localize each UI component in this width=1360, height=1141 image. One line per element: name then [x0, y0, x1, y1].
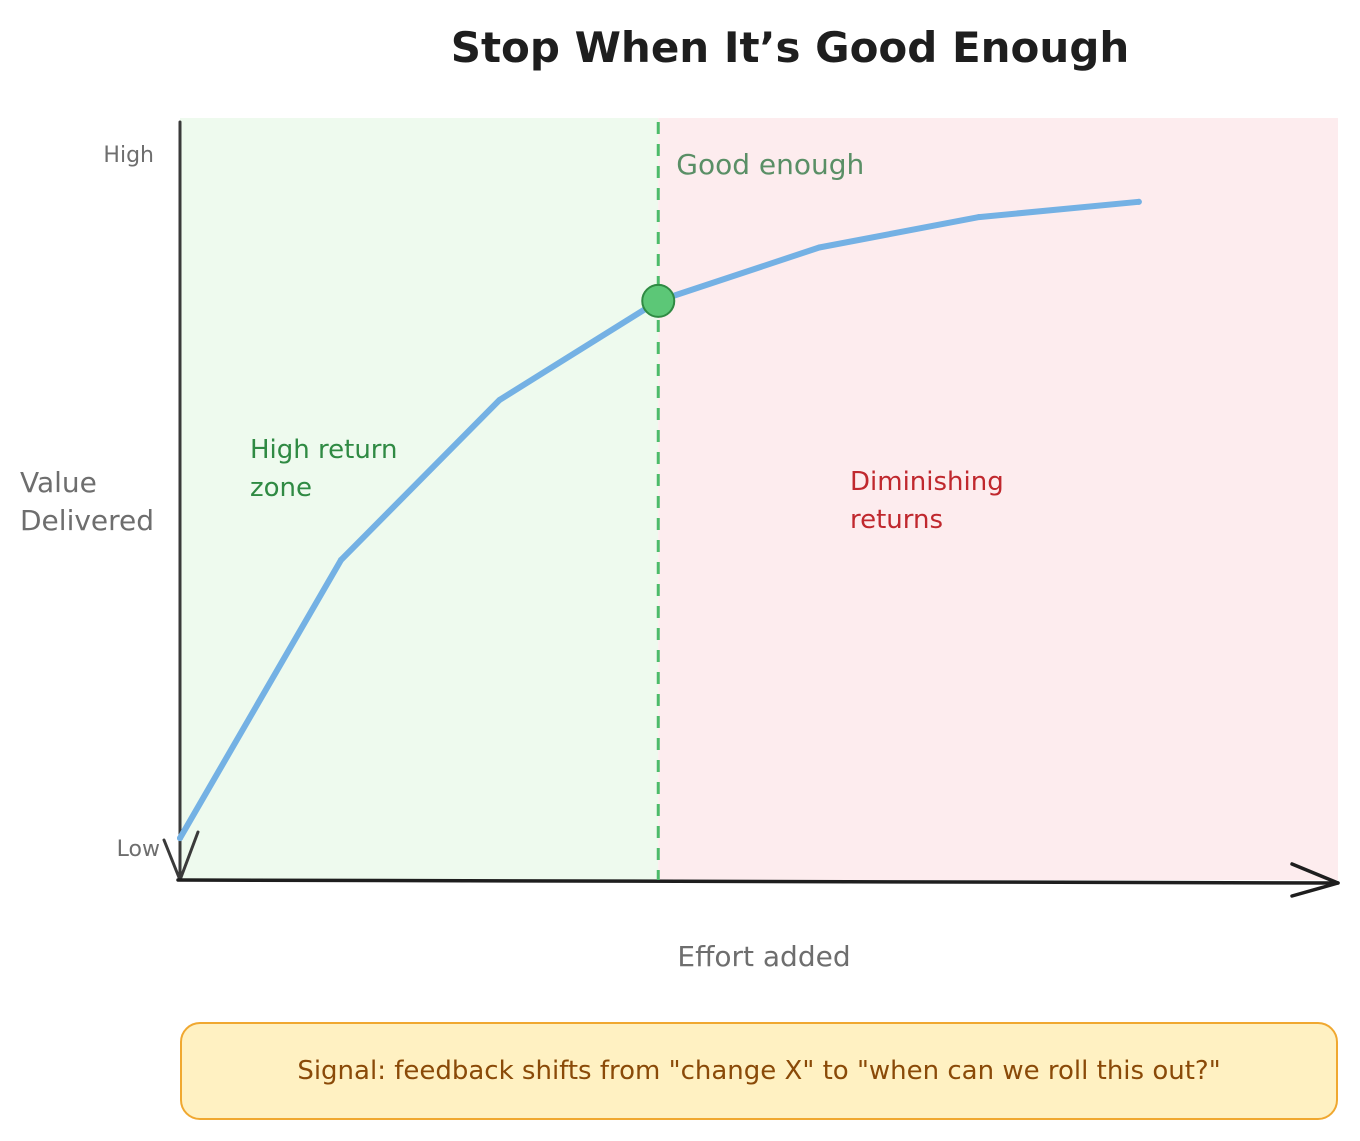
series-point-5	[976, 214, 983, 221]
series-point-4	[816, 244, 823, 251]
good-enough-marker	[641, 283, 676, 318]
signal-callout: Signal: feedback shifts from "change X" …	[180, 1022, 1338, 1120]
series-point-0	[177, 835, 183, 842]
series-point-2	[496, 396, 503, 403]
y-tick-high: High	[103, 143, 154, 168]
signal-callout-text: Signal: feedback shifts from "change X" …	[297, 1056, 1221, 1086]
x-axis-label: Effort added	[677, 940, 850, 973]
x-axis-line	[176, 878, 1340, 885]
y-tick-low: Low	[117, 837, 160, 862]
chart-title: Stop When It’s Good Enough	[451, 23, 1130, 72]
high-return-zone-label: High return zone	[250, 435, 406, 503]
x-axis-arrowhead	[1290, 862, 1340, 898]
y-axis-label: Value Delivered	[20, 466, 154, 537]
series-point-1	[337, 556, 344, 563]
diminishing-returns-region	[658, 118, 1338, 880]
good-enough-label: Good enough	[676, 148, 864, 181]
high-return-region	[180, 118, 659, 880]
series-point-6	[1135, 198, 1142, 205]
diminishing-returns-label: Diminishing returns	[850, 467, 1012, 535]
